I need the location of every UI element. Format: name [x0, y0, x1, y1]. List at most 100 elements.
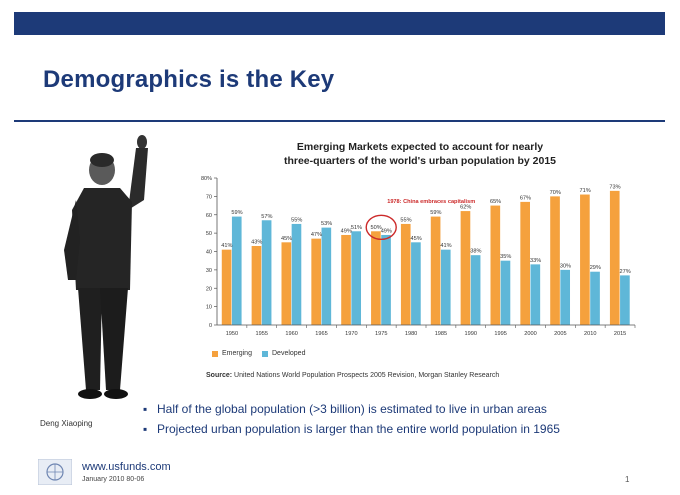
x-axis: 1950 1955 1960 1965 1970 1975 1980 1985 1990 1995…	[217, 324, 636, 337]
x-tick-label-1970: 1970	[345, 331, 357, 337]
legend-swatch-emerging	[212, 350, 218, 357]
photo-caption: Deng Xiaoping	[40, 419, 93, 428]
x-tick-label-1960: 1960	[285, 331, 297, 337]
chart-title: Emerging Markets expected to account for…	[230, 140, 610, 168]
annotation-text: 1978: China embraces capitalism	[387, 199, 475, 205]
bar-developed-1995	[500, 260, 511, 325]
bar-developed-1955	[261, 220, 272, 325]
x-tick-label-1990: 1990	[465, 331, 477, 337]
data-label-emerging-1985: 59%	[430, 210, 441, 216]
y-tick-label: 60	[206, 213, 212, 219]
title-divider	[14, 120, 665, 122]
bar-developed-2000	[530, 264, 541, 325]
data-label-emerging-1980: 55%	[400, 217, 411, 223]
bar-developed-1965	[321, 227, 332, 325]
data-label-developed-1960: 55%	[291, 217, 302, 223]
data-label-developed-2010: 29%	[590, 265, 601, 271]
y-tick-label: 30	[206, 268, 212, 274]
x-tick-label-1965: 1965	[315, 331, 327, 337]
bar-developed-1980	[411, 242, 421, 325]
y-tick-label: 40	[206, 250, 212, 256]
legend-swatch-developed	[262, 350, 268, 357]
data-label-emerging-1960: 45%	[281, 236, 292, 242]
bar-emerging-1955	[251, 245, 262, 325]
data-label-developed-1995: 35%	[500, 254, 511, 260]
x-tick-label-1950: 1950	[226, 331, 238, 337]
bullet-text-2: Projected urban population is larger tha…	[157, 422, 560, 436]
bar-emerging-1995	[490, 205, 501, 325]
data-label-emerging-2005: 70%	[550, 190, 561, 196]
bar-developed-1990	[470, 255, 481, 325]
bar-developed-2010	[590, 271, 600, 325]
legend-item-emerging: Emerging	[212, 350, 252, 357]
bar-emerging-1960	[281, 242, 292, 325]
urban-population-bar-chart: 0 10 20 30 40 50 60 70 80% 41% 59% 43% 57% 45% 55% 47%…	[201, 176, 636, 337]
annotation-circle	[365, 214, 397, 240]
bar-developed-2005	[560, 269, 571, 325]
footer-date: January 2010 80-06	[82, 476, 145, 483]
bullet-item: ▪ Projected urban population is larger th…	[143, 419, 663, 439]
bar-emerging-1965	[311, 238, 321, 325]
bar-emerging-1975	[371, 231, 381, 325]
bar-developed-1960	[291, 223, 302, 325]
x-tick-label-2015: 2015	[614, 331, 626, 337]
bullet-list: ▪ Half of the global population (>3 billi…	[143, 399, 663, 439]
data-labels: 41%59%43%57%45%55%47%53%49%51% 50%49%55%4…	[221, 184, 631, 275]
header-bar	[14, 12, 665, 35]
chart-title-line-1: Emerging Markets expected to account for…	[296, 141, 544, 153]
data-label-emerging-1955: 43%	[251, 239, 262, 245]
data-label-developed-2000: 33%	[530, 258, 541, 264]
y-tick-label: 50	[206, 231, 212, 237]
bar-emerging-1970	[341, 234, 351, 325]
bar-developed-1975	[381, 234, 391, 325]
x-tick-label-1985: 1985	[435, 331, 447, 337]
chart-source: Source: United Nations World Population …	[206, 372, 499, 379]
deng-xiaoping-photo	[64, 135, 148, 399]
bar-emerging-1980	[400, 223, 411, 325]
bar-emerging-2010	[580, 194, 590, 325]
annotation: 1978: China embraces capitalism	[365, 199, 475, 240]
legend-item-developed: Developed	[262, 350, 305, 357]
source-text: United Nations World Population Prospect…	[234, 372, 500, 379]
x-tick-label-1975: 1975	[375, 331, 387, 337]
y-tick-label: 0	[209, 323, 212, 329]
data-label-emerging-2010: 71%	[580, 188, 591, 194]
data-label-developed-1955: 57%	[261, 214, 272, 220]
source-label: Source:	[206, 372, 233, 379]
bar-emerging-2015	[609, 190, 620, 325]
x-tick-label-2005: 2005	[554, 331, 566, 337]
y-tick-label: 10	[206, 305, 212, 311]
bar-developed-1950	[231, 216, 242, 325]
data-label-emerging-2015: 73%	[609, 184, 620, 190]
bar-emerging-1950	[221, 249, 232, 325]
data-label-emerging-1995: 65%	[490, 199, 501, 205]
bullet-icon: ▪	[143, 402, 148, 416]
data-label-developed-1970: 51%	[351, 225, 362, 231]
bar-emerging-2000	[520, 201, 530, 325]
bars	[221, 190, 630, 325]
us-global-investors-logo	[38, 459, 72, 485]
data-label-developed-1965: 53%	[321, 221, 332, 227]
x-tick-label-1980: 1980	[405, 331, 417, 337]
data-label-emerging-1965: 47%	[311, 232, 322, 238]
data-label-emerging-1975: 50%	[371, 225, 382, 231]
y-tick-label: 70	[206, 194, 212, 200]
data-label-emerging-1990: 62%	[460, 205, 471, 211]
legend-label-emerging: Emerging	[222, 350, 252, 357]
data-label-emerging-1970: 49%	[341, 228, 352, 234]
bullet-text-1: Half of the global population (>3 billio…	[157, 402, 547, 416]
x-tick-label-1995: 1995	[494, 331, 506, 337]
chart-title-line-2: three-quarters of the world's urban popu…	[283, 155, 557, 167]
slide-title: Demographics is the Key	[43, 66, 335, 93]
bar-developed-2015	[620, 275, 630, 325]
bar-emerging-2005	[550, 196, 560, 325]
y-axis: 0 10 20 30 40 50 60 70 80%	[201, 176, 218, 329]
y-tick-label: 20	[206, 286, 212, 292]
bullet-icon: ▪	[143, 422, 148, 436]
page-number: 1	[625, 475, 630, 484]
x-tick-label-1955: 1955	[256, 331, 268, 337]
data-label-developed-1950: 59%	[231, 210, 242, 216]
y-tick-label: 80%	[201, 176, 212, 182]
data-label-developed-1980: 45%	[411, 236, 422, 242]
data-label-developed-1985: 41%	[440, 243, 451, 249]
